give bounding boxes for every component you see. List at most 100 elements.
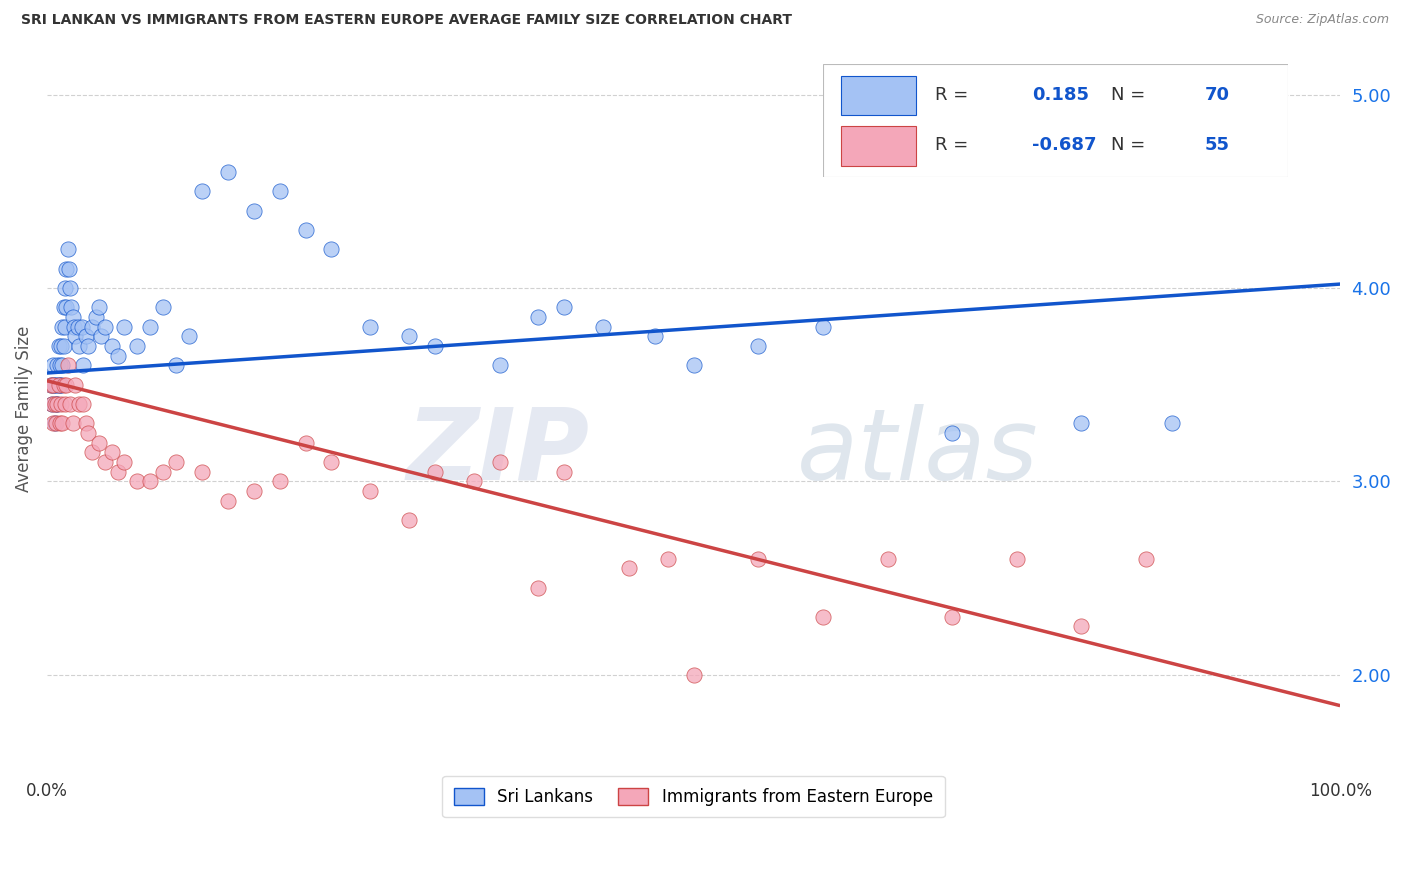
Point xyxy=(62,417,84,431)
Point xyxy=(165,359,187,373)
Point xyxy=(398,329,420,343)
Point xyxy=(592,319,614,334)
Point xyxy=(59,281,82,295)
Point xyxy=(82,319,104,334)
Point xyxy=(42,417,65,431)
Point xyxy=(114,455,136,469)
Point xyxy=(46,359,69,373)
Point xyxy=(59,397,82,411)
Point xyxy=(45,377,67,392)
Point xyxy=(152,465,174,479)
Point xyxy=(152,300,174,314)
Point xyxy=(84,310,107,324)
Point xyxy=(56,359,79,373)
Point xyxy=(90,329,112,343)
Point xyxy=(553,300,575,314)
Point xyxy=(294,435,316,450)
Text: Source: ZipAtlas.com: Source: ZipAtlas.com xyxy=(1256,13,1389,27)
Point xyxy=(463,475,485,489)
Point xyxy=(747,551,769,566)
Point xyxy=(423,465,446,479)
Point xyxy=(48,377,70,392)
Point xyxy=(1135,551,1157,566)
Point xyxy=(45,397,67,411)
Point xyxy=(682,359,704,373)
Point xyxy=(217,165,239,179)
Point xyxy=(67,339,90,353)
Point xyxy=(51,319,73,334)
Point xyxy=(46,397,69,411)
Point xyxy=(294,223,316,237)
Point xyxy=(39,377,62,392)
Point xyxy=(52,300,75,314)
Point xyxy=(217,493,239,508)
Point xyxy=(1070,417,1092,431)
Point xyxy=(114,319,136,334)
Point xyxy=(423,339,446,353)
Point xyxy=(62,310,84,324)
Point xyxy=(63,319,86,334)
Point xyxy=(359,483,381,498)
Point xyxy=(107,465,129,479)
Point xyxy=(321,455,343,469)
Point xyxy=(359,319,381,334)
Point xyxy=(398,513,420,527)
Point xyxy=(941,609,963,624)
Point xyxy=(617,561,640,575)
Point xyxy=(682,667,704,681)
Text: SRI LANKAN VS IMMIGRANTS FROM EASTERN EUROPE AVERAGE FAMILY SIZE CORRELATION CHA: SRI LANKAN VS IMMIGRANTS FROM EASTERN EU… xyxy=(21,13,792,28)
Point xyxy=(1070,619,1092,633)
Text: ZIP: ZIP xyxy=(408,404,591,500)
Point xyxy=(191,184,214,198)
Point xyxy=(553,465,575,479)
Point xyxy=(77,425,100,440)
Point xyxy=(66,319,89,334)
Point xyxy=(75,417,97,431)
Point xyxy=(269,184,291,198)
Point xyxy=(56,242,79,256)
Point xyxy=(41,397,63,411)
Point xyxy=(51,359,73,373)
Point xyxy=(876,551,898,566)
Point xyxy=(107,349,129,363)
Y-axis label: Average Family Size: Average Family Size xyxy=(15,326,32,492)
Point xyxy=(65,377,87,392)
Point xyxy=(60,300,83,314)
Point xyxy=(82,445,104,459)
Point xyxy=(72,397,94,411)
Point xyxy=(527,581,550,595)
Point xyxy=(49,377,72,392)
Point xyxy=(46,397,69,411)
Point xyxy=(87,435,110,450)
Point xyxy=(44,377,66,392)
Point xyxy=(42,359,65,373)
Point xyxy=(70,319,93,334)
Point xyxy=(644,329,666,343)
Point xyxy=(139,319,162,334)
Point xyxy=(87,300,110,314)
Point xyxy=(527,310,550,324)
Point xyxy=(127,475,149,489)
Point xyxy=(48,339,70,353)
Point xyxy=(42,377,65,392)
Point xyxy=(67,397,90,411)
Point xyxy=(94,455,117,469)
Point xyxy=(49,377,72,392)
Point xyxy=(191,465,214,479)
Point xyxy=(179,329,201,343)
Point xyxy=(811,319,834,334)
Point xyxy=(44,397,66,411)
Point xyxy=(55,261,77,276)
Legend: Sri Lankans, Immigrants from Eastern Europe: Sri Lankans, Immigrants from Eastern Eur… xyxy=(443,776,945,817)
Point xyxy=(269,475,291,489)
Point xyxy=(243,483,266,498)
Point xyxy=(53,281,76,295)
Point xyxy=(39,377,62,392)
Point xyxy=(42,377,65,392)
Point xyxy=(49,417,72,431)
Point xyxy=(44,417,66,431)
Point xyxy=(127,339,149,353)
Point xyxy=(139,475,162,489)
Point xyxy=(94,319,117,334)
Point xyxy=(52,377,75,392)
